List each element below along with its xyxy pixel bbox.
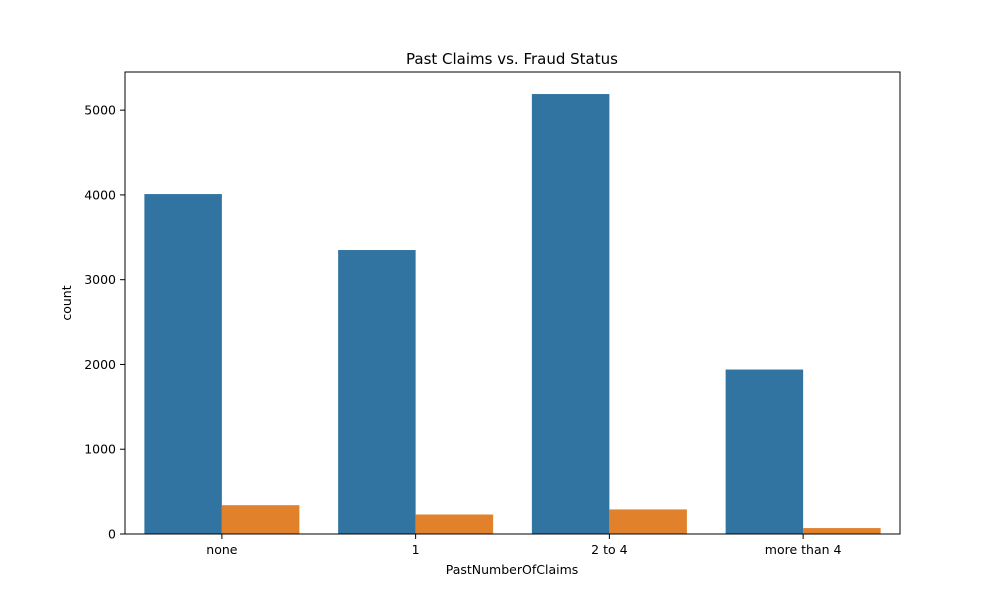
plot-area: 0 1000 2000 3000 4000 5000 none 1 2 to 4 more tha… [84, 71, 901, 557]
bar-2-to-4-series-2 [609, 509, 687, 534]
bar-2-to-4-series-1 [531, 94, 610, 534]
x-tick-label: 2 to 4 [591, 542, 627, 557]
bar-none-series-2 [221, 505, 300, 534]
bar-none-series-1 [144, 194, 222, 534]
bar-more-than-4-series-1 [725, 369, 804, 534]
bar-1-series-1 [338, 250, 416, 534]
x-tick-label: none [206, 542, 237, 557]
bar-more-than-4-series-2 [803, 528, 881, 534]
y-tick-label: 2000 [84, 357, 116, 372]
plot-frame [124, 71, 901, 535]
x-tick-label: 1 [412, 542, 420, 557]
y-axis-label: count [59, 285, 74, 320]
chart-title: Past Claims vs. Fraud Status [406, 50, 618, 68]
y-tick-label: 3000 [84, 272, 116, 287]
y-tick-label: 4000 [84, 187, 116, 202]
x-axis-label: PastNumberOfClaims [446, 562, 579, 577]
y-tick-label: 5000 [84, 103, 116, 118]
bar-1-series-2 [415, 514, 494, 534]
y-tick-label: 1000 [84, 442, 116, 457]
x-tick-label: more than 4 [765, 542, 842, 557]
y-tick-label: 0 [108, 527, 116, 542]
